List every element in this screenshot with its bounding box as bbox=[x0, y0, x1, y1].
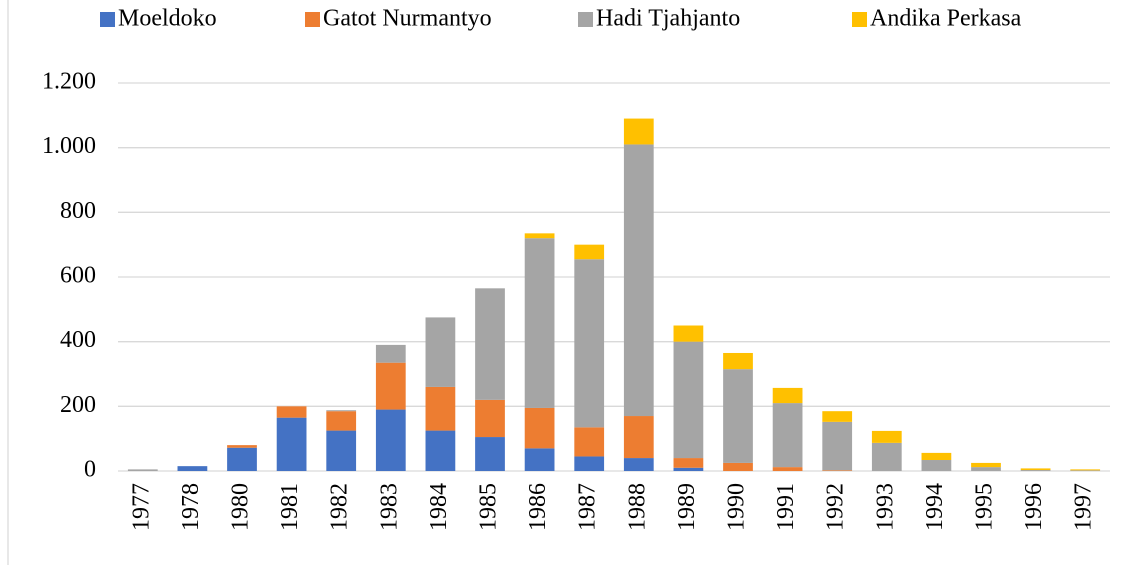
bar-segment bbox=[673, 341, 704, 459]
x-tick-label: 1997 bbox=[1071, 483, 1097, 531]
bar-segment bbox=[623, 118, 654, 145]
bar-segment bbox=[475, 437, 505, 471]
legend-label: Andika Perkasa bbox=[870, 6, 1022, 32]
bar-segment bbox=[673, 467, 704, 471]
bar-segment bbox=[772, 403, 803, 468]
x-tick-label: 1981 bbox=[277, 483, 303, 531]
bar-segment bbox=[524, 407, 555, 449]
bar-segment bbox=[475, 288, 505, 400]
bar-segment bbox=[1020, 468, 1051, 471]
bar-segment bbox=[425, 317, 456, 387]
bar-segment bbox=[623, 458, 654, 471]
bar-segment bbox=[375, 409, 406, 471]
x-tick-label: 1984 bbox=[426, 483, 452, 531]
legend-swatch bbox=[852, 12, 867, 27]
bar-segment bbox=[822, 470, 853, 471]
bar-segment bbox=[574, 456, 605, 471]
legend-swatch bbox=[578, 12, 593, 27]
y-tick-label: 1.200 bbox=[42, 69, 96, 95]
bar-segment bbox=[425, 430, 456, 471]
bar-segment bbox=[227, 445, 257, 448]
x-tick-label: 1980 bbox=[228, 483, 254, 531]
bar-segment bbox=[375, 344, 406, 363]
bar-segment bbox=[326, 411, 357, 431]
x-tick-label: 1983 bbox=[376, 483, 402, 531]
bar-segment bbox=[871, 442, 902, 471]
bar-segment bbox=[574, 259, 605, 428]
bar-segment bbox=[822, 421, 853, 471]
x-tick-label: 1989 bbox=[674, 483, 700, 531]
bar-segment bbox=[822, 411, 853, 422]
bar-segment bbox=[127, 469, 158, 471]
bar-segment bbox=[1070, 469, 1101, 471]
x-tick-label: 1994 bbox=[922, 483, 948, 531]
bar-segment bbox=[574, 244, 605, 260]
x-tick-label: 1978 bbox=[178, 483, 204, 531]
bar-segment bbox=[326, 410, 357, 412]
x-tick-label: 1982 bbox=[327, 483, 353, 531]
bar-segment bbox=[524, 238, 555, 408]
bar-segment bbox=[921, 460, 952, 471]
x-tick-label: 1995 bbox=[972, 483, 998, 531]
x-tick-label: 1977 bbox=[128, 483, 154, 531]
bar-segment bbox=[326, 430, 357, 471]
bar-segment bbox=[871, 430, 902, 443]
bar-segment bbox=[623, 416, 654, 459]
bar-segment bbox=[1020, 470, 1051, 471]
y-tick-label: 800 bbox=[60, 198, 96, 224]
bar-segment bbox=[921, 452, 952, 461]
bar-segment bbox=[971, 462, 1001, 468]
x-tick-label: 1986 bbox=[525, 483, 551, 531]
bar-segment bbox=[375, 362, 406, 410]
x-tick-label: 1996 bbox=[1021, 483, 1047, 531]
bar-segment bbox=[723, 352, 753, 370]
bar-segment bbox=[723, 462, 753, 471]
bar-segment bbox=[623, 144, 654, 417]
x-tick-label: 1992 bbox=[823, 483, 849, 531]
bar-segment bbox=[475, 399, 505, 438]
legend-label: Moeldoko bbox=[118, 6, 217, 32]
x-tick-label: 1993 bbox=[872, 483, 898, 531]
bar-segment bbox=[227, 447, 257, 471]
y-tick-label: 600 bbox=[60, 263, 96, 289]
y-tick-label: 400 bbox=[60, 327, 96, 353]
bar-segment bbox=[524, 233, 555, 239]
bar-segment bbox=[673, 458, 704, 468]
bar-segment bbox=[177, 466, 208, 471]
x-tick-label: 1990 bbox=[724, 483, 750, 531]
bar-segment bbox=[524, 448, 555, 471]
bar-segment bbox=[574, 427, 605, 457]
bar-segment bbox=[276, 417, 307, 471]
legend-label: Gatot Nurmantyo bbox=[323, 6, 492, 32]
bar-segment bbox=[276, 406, 307, 418]
x-tick-label: 1988 bbox=[624, 483, 650, 531]
bar-segment bbox=[971, 467, 1001, 471]
bar-segment bbox=[1070, 470, 1101, 471]
bar-segment bbox=[425, 386, 456, 431]
legend-swatch bbox=[305, 12, 320, 27]
y-tick-label: 0 bbox=[84, 457, 96, 483]
y-tick-label: 1.000 bbox=[42, 133, 96, 159]
x-tick-label: 1987 bbox=[575, 483, 601, 531]
bar-segment bbox=[673, 325, 704, 342]
bar-segment bbox=[772, 467, 803, 471]
legend-swatch bbox=[100, 12, 115, 27]
bar-segment bbox=[723, 369, 753, 463]
y-tick-label: 200 bbox=[60, 392, 96, 418]
bar-segment bbox=[772, 387, 803, 404]
x-tick-label: 1991 bbox=[773, 483, 799, 531]
legend-label: Hadi Tjahjanto bbox=[596, 6, 740, 32]
x-tick-label: 1985 bbox=[476, 483, 502, 531]
